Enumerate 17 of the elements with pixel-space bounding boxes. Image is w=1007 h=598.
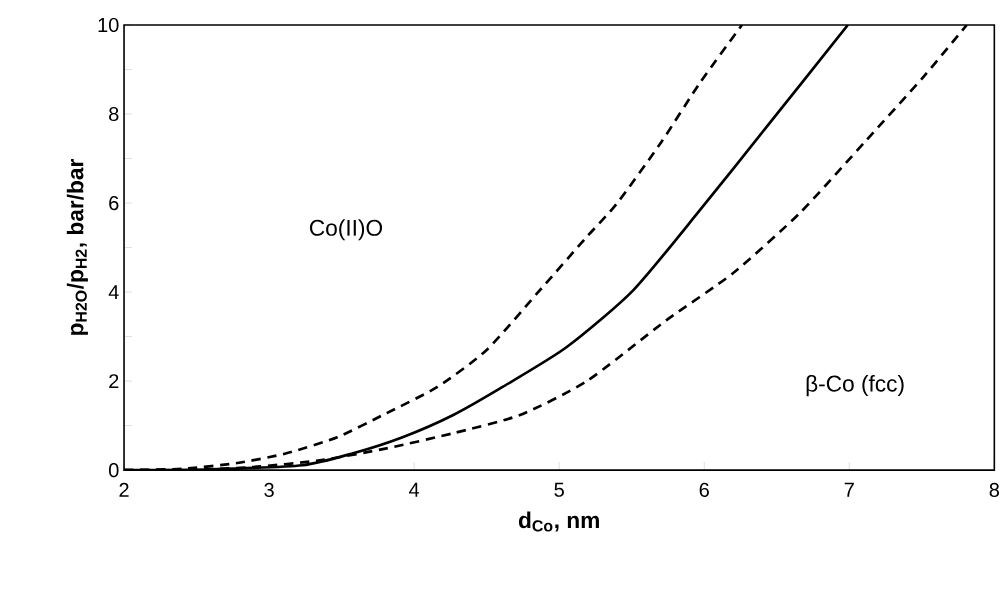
y-tick-label: 0 [108,462,119,478]
y-tick-label: 2 [109,374,119,389]
x-axis-title: d$_{Co}$, nm [518,511,599,532]
x-tick-label: 4 [409,482,420,497]
annotation: β-Co (fcc) [806,374,904,397]
x-tick-label: 5 [554,482,564,497]
annotation: Co(II)O [309,219,383,241]
y-tick-label: 4 [108,285,119,299]
y-tick-label: 8 [109,106,119,122]
y-tick-label: 6 [109,195,119,211]
y-axis-title: p$_{H2O}$/p$_{H2}$, bar/bar [66,158,88,335]
x-tick-label: 3 [264,482,274,497]
x-tick-label: 7 [844,482,854,497]
x-tick-label: 8 [989,482,1000,497]
x-tick-label: 2 [119,482,129,497]
y-tick-label: 10 [98,17,119,32]
x-tick-label: 6 [699,482,709,497]
